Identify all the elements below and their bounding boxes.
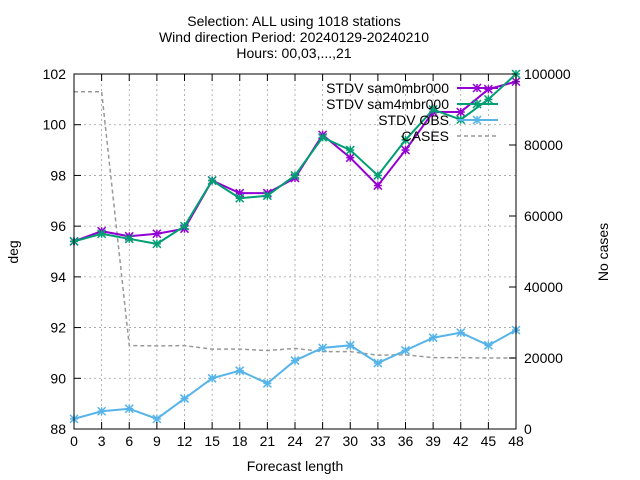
- data-point-stdv-obs: [152, 414, 162, 424]
- y-tick-label: 94: [50, 269, 66, 285]
- data-point-stdv-obs: [345, 340, 355, 350]
- x-tick-label: 15: [204, 433, 220, 449]
- x-tick-label: 39: [425, 433, 441, 449]
- data-point-stdv-sam4mbr000: [290, 170, 300, 180]
- data-point-stdv-obs: [179, 394, 190, 404]
- data-point-stdv-obs: [483, 340, 493, 350]
- x-tick-label: 0: [70, 433, 78, 449]
- x-tick-label: 48: [508, 433, 524, 449]
- grid: [74, 74, 516, 429]
- data-point-stdv-sam4mbr000: [179, 221, 190, 231]
- x-tick-label: 45: [481, 433, 497, 449]
- x-tick-label: 24: [287, 433, 303, 449]
- data-point-stdv-obs: [207, 373, 217, 383]
- x-tick-label: 18: [232, 433, 248, 449]
- x-tick-label: 27: [315, 433, 331, 449]
- data-point-stdv-sam4mbr000: [373, 170, 383, 180]
- axes: 0 3 6 9 12 15 18 21 24 27 30 33 36 39 42 45 488890929496…: [43, 66, 571, 449]
- data-point-stdv-sam4mbr000: [400, 135, 411, 145]
- data-point-stdv-obs: [428, 333, 438, 343]
- chart-title: Selection: ALL using 1018 stations Wind …: [159, 13, 429, 61]
- x-tick-label: 33: [370, 433, 386, 449]
- data-point-stdv-sam0mbr000: [483, 84, 493, 94]
- data-point-stdv-obs: [235, 366, 245, 376]
- y2-tick-label: 60000: [524, 208, 563, 224]
- y-tick-label: 90: [50, 370, 66, 386]
- data-point-stdv-sam4mbr000: [483, 94, 493, 104]
- data-point-stdv-sam0mbr000: [152, 229, 162, 239]
- legend-marker: [472, 99, 482, 109]
- legend-marker: [472, 115, 482, 125]
- y2-tick-label: 80000: [524, 137, 563, 153]
- y-tick-label: 88: [50, 421, 66, 437]
- x-tick-label: 21: [260, 433, 276, 449]
- y2-tick-label: 40000: [524, 279, 563, 295]
- data-point-stdv-sam4mbr000: [124, 234, 134, 244]
- legend-label: STDV sam4mbr000: [326, 96, 449, 112]
- data-point-stdv-sam4mbr000: [152, 239, 162, 249]
- data-point-stdv-sam4mbr000: [345, 145, 355, 155]
- data-point-stdv-sam0mbr000: [345, 153, 355, 163]
- y-tick-label: 100: [43, 117, 67, 133]
- series-line-cases: [74, 91, 516, 359]
- title-line-1: Selection: ALL using 1018 stations: [187, 13, 401, 29]
- x-tick-label: 6: [125, 433, 133, 449]
- data-point-stdv-obs: [318, 343, 328, 353]
- y-tick-label: 98: [50, 167, 66, 183]
- data-point-stdv-sam4mbr000: [428, 104, 438, 115]
- x-tick-label: 3: [98, 433, 106, 449]
- y2-axis-label: No cases: [595, 223, 611, 281]
- y-tick-label: 92: [50, 320, 66, 336]
- data-point-stdv-sam4mbr000: [97, 229, 107, 239]
- legend-label: CASES: [402, 128, 449, 144]
- legend-label: STDV sam0mbr000: [326, 80, 449, 96]
- data-point-stdv-obs: [97, 406, 107, 416]
- y2-tick-label: 20000: [524, 350, 563, 366]
- y-axis-label: deg: [5, 240, 21, 263]
- x-tick-label: 36: [398, 433, 414, 449]
- x-axis-label: Forecast length: [247, 458, 344, 474]
- data-point-stdv-sam4mbr000: [235, 193, 245, 203]
- x-tick-label: 42: [453, 433, 469, 449]
- x-tick-label: 9: [153, 433, 161, 449]
- data-point-stdv-sam4mbr000: [318, 132, 328, 142]
- legend-label: STDV OBS: [378, 112, 449, 128]
- y2-tick-label: 100000: [524, 66, 571, 82]
- title-line-3: Hours: 00,03,...,21: [236, 45, 351, 61]
- title-line-2: Wind direction Period: 20240129-20240210: [159, 29, 429, 45]
- data-point-stdv-sam4mbr000: [207, 175, 217, 186]
- y2-tick-label: 0: [524, 421, 532, 437]
- data-point-stdv-obs: [124, 404, 134, 414]
- data-point-stdv-obs: [373, 358, 383, 368]
- y-tick-label: 96: [50, 218, 66, 234]
- data-point-stdv-obs: [262, 378, 272, 388]
- data-point-stdv-sam0mbr000: [456, 107, 466, 117]
- data-point-stdv-obs: [400, 345, 411, 355]
- data-point-stdv-obs: [290, 356, 300, 366]
- legend-marker: [472, 83, 482, 93]
- data-point-stdv-sam0mbr000: [400, 145, 411, 155]
- x-tick-label: 12: [177, 433, 193, 449]
- x-tick-label: 30: [342, 433, 358, 449]
- y-tick-label: 102: [43, 66, 67, 82]
- data-point-stdv-obs: [456, 328, 466, 338]
- data-point-stdv-sam4mbr000: [262, 191, 272, 201]
- data-point-stdv-sam0mbr000: [373, 181, 383, 191]
